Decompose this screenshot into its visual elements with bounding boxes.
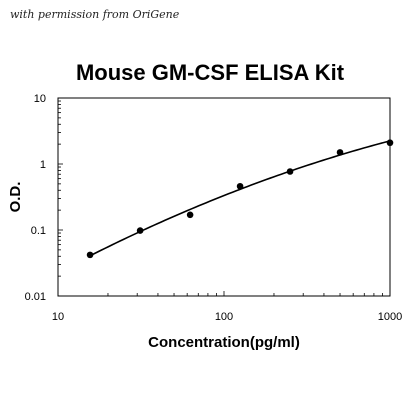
- x-axis-label: Concentration(pg/ml): [148, 334, 300, 351]
- plot-frame: [57, 97, 391, 297]
- y-axis-label: O.D.: [7, 182, 24, 213]
- points-layer: [86, 139, 394, 259]
- y-tick-label: 10: [34, 93, 46, 105]
- permission-note: with permission from OriGene: [10, 8, 180, 21]
- data-point: [136, 227, 144, 234]
- y-tick-label: 0.1: [31, 225, 46, 237]
- data-point: [236, 182, 244, 190]
- data-point: [186, 211, 194, 219]
- fit-curve-line: [89, 140, 391, 257]
- data-point: [86, 251, 94, 259]
- y-tick-label: 1: [40, 159, 46, 171]
- x-tick-label: 100: [215, 311, 233, 323]
- data-point: [286, 168, 294, 175]
- x-tick-label: 10: [52, 311, 64, 323]
- x-tick-label: 1000: [378, 311, 402, 323]
- y-tick-label: 0.01: [25, 291, 46, 303]
- data-point: [336, 149, 344, 156]
- chart-title: Mouse GM-CSF ELISA Kit: [75, 60, 345, 85]
- ticks-layer: 10 100 1000 10 1 0.1 0.01: [25, 93, 403, 323]
- data-point: [386, 139, 394, 147]
